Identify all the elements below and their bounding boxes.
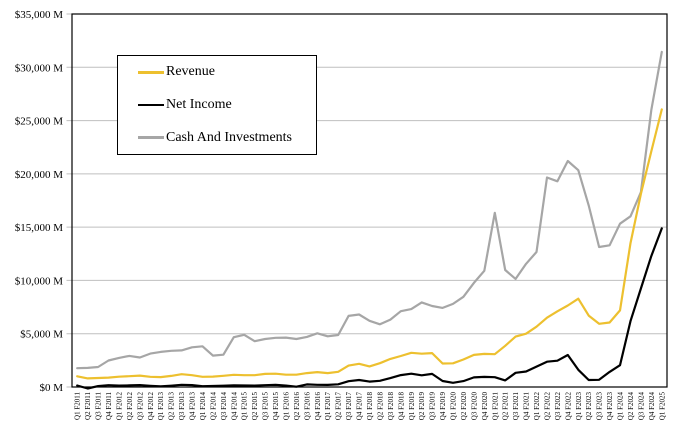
legend-swatch-cash-and-investments [138,136,164,139]
plot-border [71,13,668,388]
x-axis-tick-label: Q1 F2021 [491,392,499,421]
legend-entry-revenue: Revenue [138,65,316,79]
x-axis-tick-label: Q1 F2014 [199,392,207,421]
x-axis-tick-label: Q2 F2024 [627,392,635,421]
legend-swatch-revenue [138,71,164,74]
legend-entry-net-income: Net Income [138,96,316,112]
y-axis-tick-label: $20,000 M [15,169,64,181]
x-axis-tick-label: Q4 F2011 [105,392,113,420]
x-axis-tick-label: Q1 F2023 [575,392,583,421]
y-axis-tick-label: $25,000 M [15,116,64,128]
x-axis-tick-label: Q3 F2020 [470,392,478,421]
x-axis-tick-label: Q4 F2018 [397,392,405,421]
x-axis-tick-label: Q4 F2016 [314,392,322,421]
chart-legend: Revenue Net Income Cash And Investments [117,55,317,155]
x-axis-tick-label: Q3 F2019 [429,392,437,421]
x-axis-tick-label: Q3 F2012 [136,392,144,421]
y-axis-tick-label: $10,000 M [15,275,64,287]
x-axis-tick-label: Q1 F2018 [366,392,374,421]
legend-label-revenue: Revenue [166,64,215,80]
series-line-cash-and-investments [76,50,663,370]
x-axis-tick-label: Q4 F2013 [189,392,197,421]
x-axis-tick-label: Q4 F2021 [523,392,531,421]
x-axis-tick-label: Q4 F2024 [648,392,656,421]
y-axis-tick-label: $30,000 M [15,62,64,74]
x-axis-tick-label: Q3 F2011 [95,392,103,420]
y-axis-tick-label: $15,000 M [15,222,64,234]
x-axis-tick-label: Q4 F2014 [230,392,238,421]
x-axis-tick-label: Q1 F2015 [241,392,249,421]
x-axis-tick-label: Q1 F2019 [408,392,416,421]
legend-swatch-net-income [138,103,164,107]
x-axis-tick-label: Q4 F2023 [606,392,614,421]
x-axis-tick-label: Q2 F2017 [335,392,343,421]
x-axis-tick-label: Q1 F2024 [617,392,625,421]
x-axis-tick-label: Q1 F2012 [116,392,124,421]
x-axis-tick-label: Q2 F2018 [376,392,384,421]
x-axis-tick-label: Q3 F2015 [262,392,270,421]
x-axis-tick-label: Q1 F2013 [157,392,165,421]
legend-entry-cash-and-investments: Cash And Investments [138,129,316,145]
series-line-revenue [76,108,663,380]
legend-label-net-income: Net Income [166,96,232,112]
x-axis-tick-label: Q4 F2017 [356,392,364,421]
x-axis-tick-label: Q2 F2015 [251,392,259,421]
x-axis-tick-label: Q2 F2021 [502,392,510,421]
x-axis-tick-label: Q1 F2017 [324,392,332,421]
legend-label-cash-and-investments: Cash And Investments [166,129,292,145]
x-axis-tick-label: Q2 F2019 [418,392,426,421]
x-axis-tick-label: Q3 F2013 [178,392,186,421]
y-axis-tick-label: $5,000 M [20,329,63,341]
x-axis-tick-label: Q1 F2016 [283,392,291,421]
x-axis-tick-label: Q1 F2025 [658,392,666,421]
x-axis-tick-label: Q3 F2017 [345,392,353,421]
x-axis-tick-label: Q2 F2022 [544,392,552,421]
x-axis-tick-label: Q2 F2014 [209,392,217,421]
x-axis-tick-label: Q3 F2024 [637,392,645,421]
x-axis-tick-label: Q4 F2012 [147,392,155,421]
y-axis-tick-label: $35,000 M [15,9,64,21]
x-axis-tick-label: Q3 F2018 [387,392,395,421]
x-axis-tick-label: Q3 F2021 [512,392,520,421]
y-axis-tick-label: $0 M [39,382,63,394]
x-axis-tick-label: Q4 F2022 [564,392,572,421]
x-axis-tick-label: Q1 F2022 [533,392,541,421]
x-axis-tick-label: Q3 F2023 [596,392,604,421]
x-axis-tick-label: Q4 F2015 [272,392,280,421]
x-axis-tick-label: Q2 F2020 [460,392,468,421]
x-axis-tick-label: Q3 F2022 [554,392,562,421]
x-axis-tick-label: Q2 F2016 [293,392,301,421]
x-axis-tick-label: Q1 F2020 [450,392,458,421]
x-axis-tick-label: Q4 F2019 [439,392,447,421]
x-axis-tick-label: Q2 F2023 [585,392,593,421]
x-axis-tick-label: Q3 F2014 [220,392,228,421]
x-axis-tick-label: Q2 F2013 [168,392,176,421]
x-axis-tick-label: Q4 F2020 [481,392,489,421]
x-axis-tick-label: Q1 F2011 [74,392,82,420]
x-axis-tick-label: Q2 F2012 [126,392,134,421]
x-axis-tick-label: Q3 F2016 [303,392,311,421]
x-axis-tick-label: Q2 F2011 [84,392,92,420]
series-line-net-income [76,227,663,390]
